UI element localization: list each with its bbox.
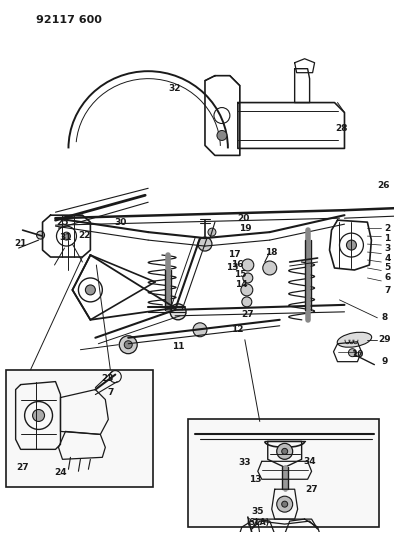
Text: 16: 16: [231, 260, 243, 269]
Text: 25: 25: [56, 217, 69, 227]
Text: 9: 9: [381, 357, 387, 366]
Circle shape: [282, 501, 288, 507]
Text: 34: 34: [303, 457, 316, 466]
Circle shape: [348, 349, 356, 357]
Ellipse shape: [337, 332, 372, 347]
Text: 23: 23: [101, 374, 114, 383]
Text: 19: 19: [239, 224, 252, 232]
Text: 26: 26: [377, 181, 389, 190]
Circle shape: [241, 284, 253, 296]
Circle shape: [217, 131, 227, 140]
Circle shape: [124, 341, 132, 349]
Text: 21: 21: [14, 239, 27, 248]
Text: 32: 32: [169, 84, 181, 93]
Circle shape: [277, 443, 293, 459]
Text: 10: 10: [351, 350, 364, 359]
Text: 4: 4: [384, 254, 391, 263]
Circle shape: [32, 409, 45, 422]
Bar: [188, 419, 379, 527]
Circle shape: [277, 496, 293, 512]
Text: 33: 33: [239, 458, 251, 467]
Text: 27: 27: [16, 463, 29, 472]
Text: 24: 24: [54, 468, 67, 477]
Text: 11: 11: [172, 342, 184, 351]
Circle shape: [263, 261, 277, 275]
Circle shape: [37, 231, 45, 239]
Text: 30: 30: [114, 217, 126, 227]
Text: 13: 13: [226, 263, 238, 272]
Text: 8: 8: [381, 313, 387, 322]
Circle shape: [119, 336, 137, 354]
Text: 27: 27: [241, 310, 254, 319]
Circle shape: [208, 228, 216, 236]
Text: 7: 7: [384, 286, 391, 295]
Text: (SLA): (SLA): [246, 518, 269, 527]
Text: 27: 27: [305, 484, 318, 494]
Circle shape: [242, 297, 252, 307]
Bar: [6, 370, 153, 487]
Text: 18: 18: [265, 247, 278, 256]
Text: 29: 29: [378, 335, 391, 344]
Text: 3: 3: [384, 244, 390, 253]
Text: 14: 14: [235, 280, 248, 289]
Circle shape: [198, 237, 212, 251]
Text: 15: 15: [233, 270, 246, 279]
Text: 35: 35: [252, 507, 264, 515]
Text: 2: 2: [384, 224, 390, 232]
Text: 5: 5: [384, 263, 390, 272]
Text: 6: 6: [384, 273, 390, 282]
Circle shape: [62, 232, 70, 240]
Text: 22: 22: [78, 231, 90, 240]
Circle shape: [170, 304, 186, 320]
Circle shape: [242, 259, 254, 271]
Circle shape: [243, 273, 253, 283]
Circle shape: [282, 448, 288, 454]
Text: 1: 1: [384, 233, 390, 243]
Text: 20: 20: [238, 214, 250, 223]
Circle shape: [193, 323, 207, 337]
Text: 7: 7: [107, 388, 113, 397]
Text: 17: 17: [228, 249, 240, 259]
Text: 92117 600: 92117 600: [36, 15, 102, 25]
Circle shape: [85, 285, 95, 295]
Text: 12: 12: [231, 325, 243, 334]
Circle shape: [346, 240, 356, 250]
Text: 31: 31: [59, 232, 72, 241]
Text: 13: 13: [248, 475, 261, 484]
Text: 28: 28: [335, 124, 348, 133]
